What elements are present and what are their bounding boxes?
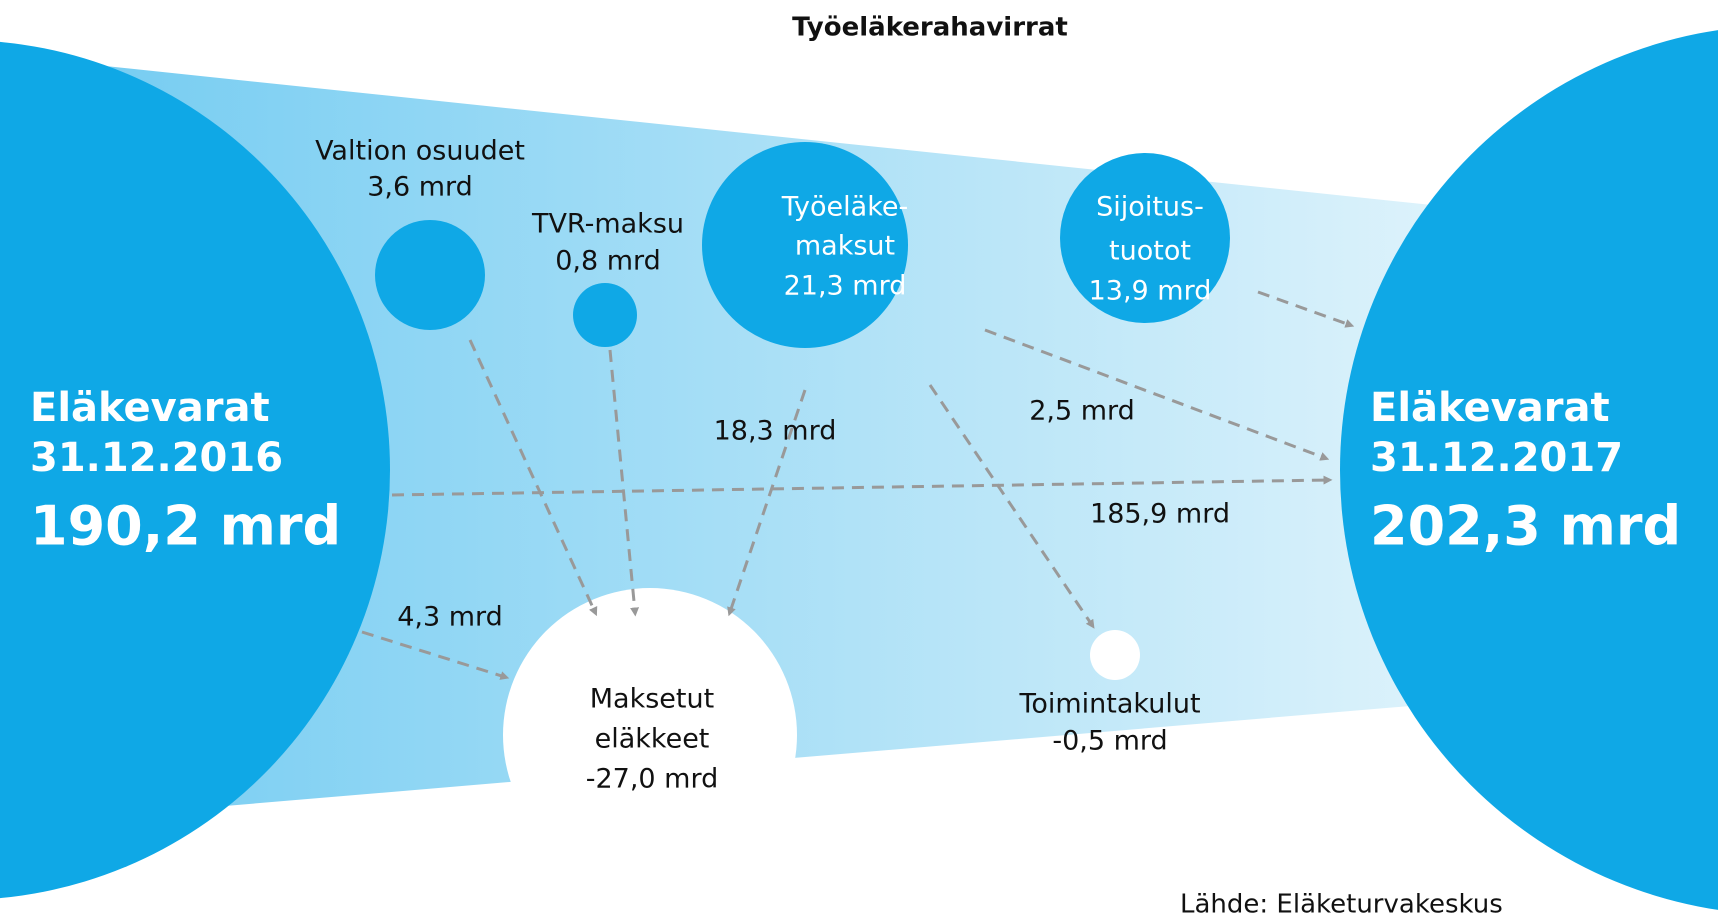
node-value: -0,5 mrd — [1052, 726, 1167, 757]
flow-label: 4,3 mrd — [397, 602, 503, 633]
node-label: Maksetut — [590, 684, 714, 715]
node-label: Valtion osuudet — [315, 136, 525, 167]
node-value: 190,2 mrd — [30, 495, 341, 558]
node-value: 0,8 mrd — [555, 246, 661, 277]
node-value: 21,3 mrd — [784, 271, 907, 302]
node-label: eläkkeet — [595, 724, 710, 755]
node-circle — [702, 142, 908, 348]
flow-label: 18,3 mrd — [714, 416, 837, 447]
arrow — [361, 630, 510, 680]
node-label: 31.12.2016 — [30, 435, 283, 481]
flow-label: 185,9 mrd — [1090, 499, 1230, 530]
title: Työeläkerahavirrat — [792, 13, 1068, 43]
arrow — [391, 475, 1333, 497]
node-value: -27,0 mrd — [586, 764, 719, 795]
node-circle — [503, 588, 797, 882]
end-circle — [1340, 30, 1718, 910]
node-value: 3,6 mrd — [367, 172, 473, 203]
arrow — [608, 349, 640, 617]
arrow — [468, 339, 598, 617]
arrow — [928, 384, 1095, 629]
node-label: Sijoitus- — [1096, 192, 1204, 223]
node-value: 13,9 mrd — [1089, 276, 1212, 307]
arrow — [1257, 290, 1355, 328]
node-circle — [573, 283, 637, 347]
start-circle — [0, 41, 390, 899]
node-circle — [1090, 630, 1140, 680]
node-circle — [1060, 153, 1230, 323]
node-label: Työeläke- — [781, 192, 908, 223]
node-label: Eläkevarat — [30, 385, 270, 431]
arrow — [984, 328, 1330, 461]
node-value: 202,3 mrd — [1370, 495, 1681, 558]
node-label: TVR-maksu — [531, 209, 684, 240]
node-label: Eläkevarat — [1370, 385, 1610, 431]
flow-label: 2,5 mrd — [1029, 396, 1135, 427]
node-circle — [375, 220, 485, 330]
node-label: maksut — [795, 231, 895, 262]
node-label: 31.12.2017 — [1370, 435, 1623, 481]
source: Lähde: Eläketurvakeskus — [1180, 890, 1503, 918]
node-label: tuotot — [1109, 236, 1191, 267]
node-label: Toimintakulut — [1018, 689, 1200, 720]
